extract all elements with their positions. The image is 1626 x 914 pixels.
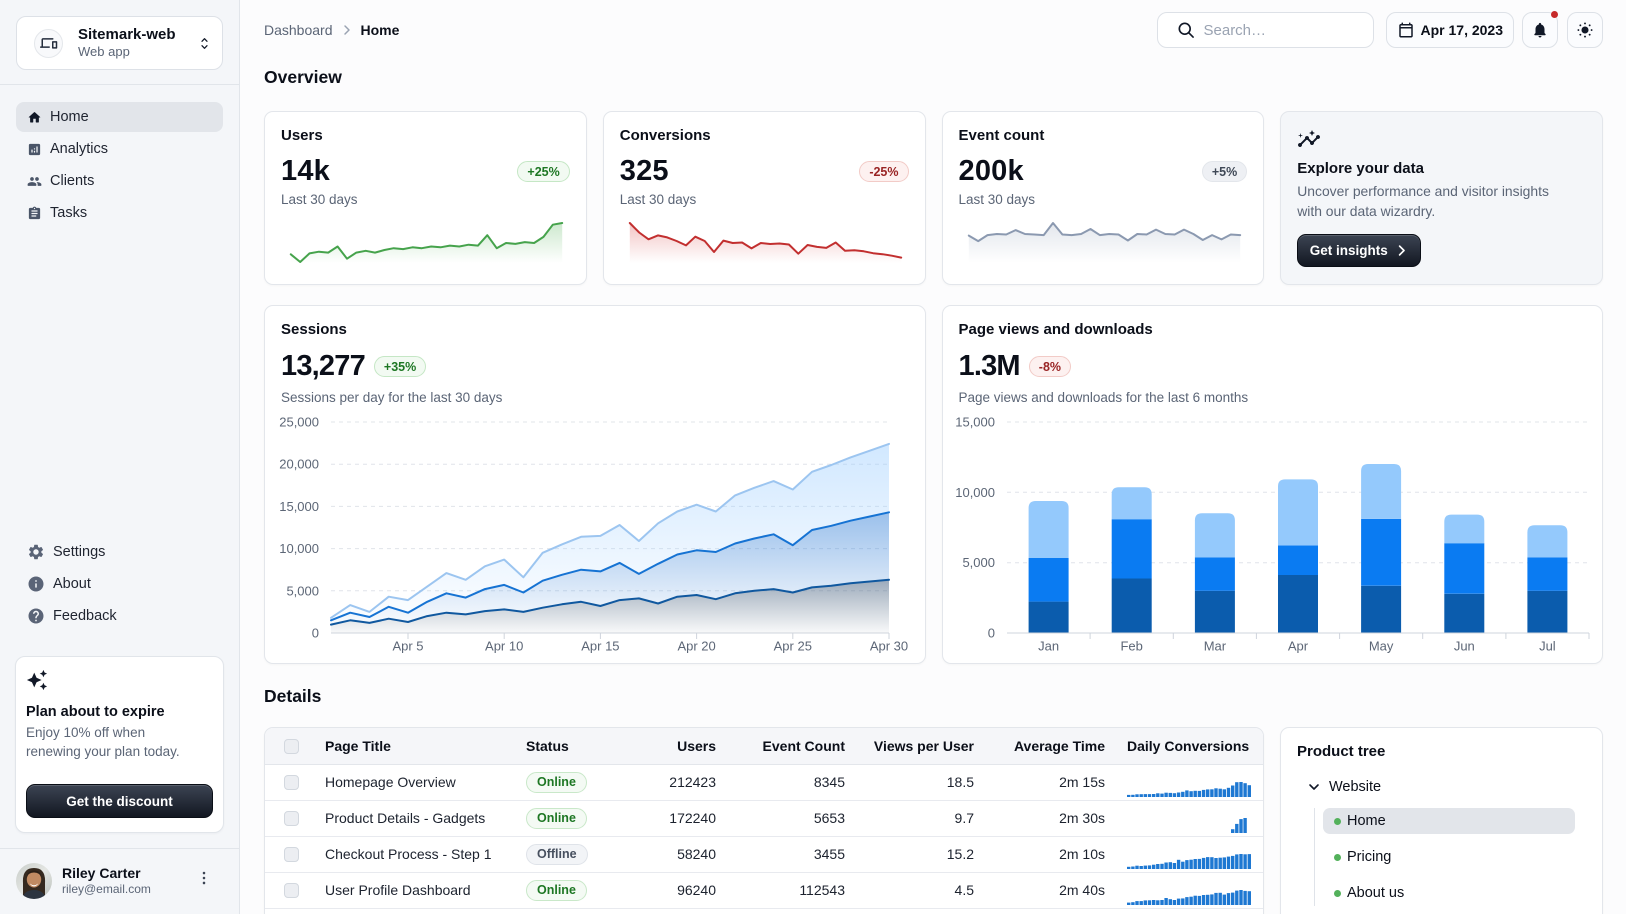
- svg-text:Mar: Mar: [1203, 639, 1226, 654]
- svg-text:5,000: 5,000: [962, 555, 995, 570]
- svg-text:Apr 20: Apr 20: [677, 639, 715, 654]
- svg-text:May: May: [1368, 639, 1393, 654]
- svg-text:20,000: 20,000: [279, 457, 319, 472]
- svg-text:25,000: 25,000: [279, 415, 319, 430]
- svg-text:0: 0: [987, 626, 994, 641]
- svg-text:Jun: Jun: [1453, 639, 1474, 654]
- svg-text:15,000: 15,000: [955, 415, 995, 430]
- svg-text:Apr 5: Apr 5: [392, 639, 423, 654]
- svg-text:5,000: 5,000: [286, 583, 319, 598]
- svg-text:Apr: Apr: [1287, 639, 1308, 654]
- svg-text:Feb: Feb: [1120, 639, 1142, 654]
- svg-text:Jan: Jan: [1038, 639, 1059, 654]
- svg-text:Jul: Jul: [1539, 639, 1556, 654]
- svg-text:Apr 10: Apr 10: [485, 639, 523, 654]
- svg-text:10,000: 10,000: [955, 485, 995, 500]
- svg-text:Apr 30: Apr 30: [870, 639, 908, 654]
- svg-text:15,000: 15,000: [279, 499, 319, 514]
- svg-text:Apr 15: Apr 15: [581, 639, 619, 654]
- svg-text:0: 0: [312, 626, 319, 641]
- svg-text:10,000: 10,000: [279, 541, 319, 556]
- svg-text:Apr 25: Apr 25: [774, 639, 812, 654]
